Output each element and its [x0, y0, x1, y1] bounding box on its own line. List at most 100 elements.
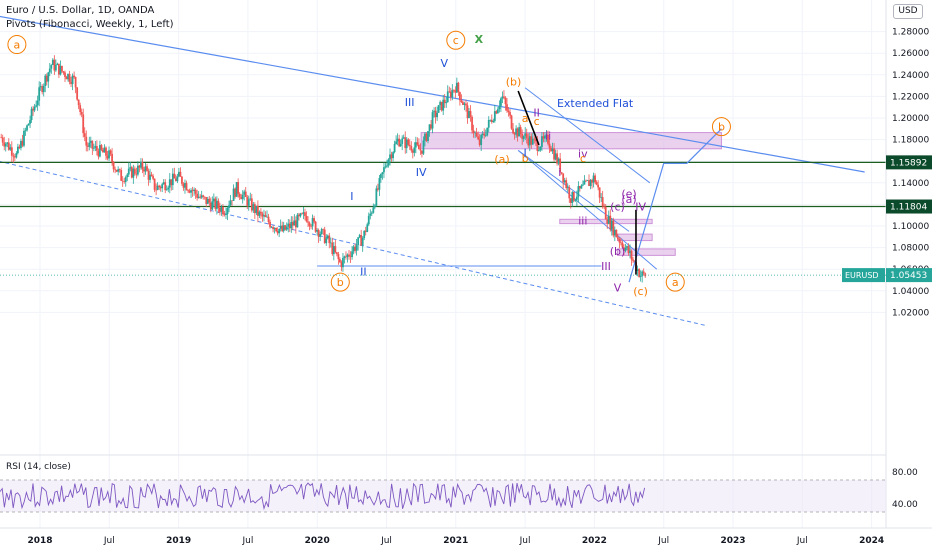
y-tick-label: 1.14000	[892, 179, 929, 189]
y-tick-label: 1.24000	[892, 71, 929, 81]
candle-body	[109, 150, 112, 154]
candle-body	[487, 119, 490, 128]
candle-body	[319, 234, 322, 237]
candle-body	[256, 205, 259, 216]
candle-body	[178, 171, 180, 177]
candle-body	[203, 196, 206, 198]
candle-body	[588, 180, 590, 187]
candle-body	[345, 256, 347, 258]
candle-body	[184, 182, 186, 188]
candle-body	[146, 166, 148, 171]
candle-body	[636, 269, 639, 271]
candle-body	[477, 136, 480, 140]
candle-body	[305, 216, 308, 222]
candle-body	[437, 105, 440, 113]
candle-body	[616, 237, 619, 239]
candle-body	[126, 174, 129, 178]
candle-body	[241, 194, 244, 200]
candle-body	[127, 168, 130, 175]
last-price-symbol: EURUSD	[845, 271, 879, 280]
candle-body	[64, 72, 66, 77]
candle-body	[433, 110, 435, 113]
candle-body	[217, 200, 220, 208]
candle-body	[44, 75, 47, 86]
candle-body	[307, 221, 309, 223]
candle-body	[147, 170, 150, 180]
candle-body	[124, 177, 127, 182]
candle-body	[103, 147, 106, 153]
candle-body	[363, 230, 366, 239]
candle-body	[536, 141, 539, 151]
x-tick-label: Jul	[519, 536, 531, 546]
candle-body	[291, 221, 294, 226]
candle-body	[531, 138, 534, 145]
candle-body	[522, 136, 525, 139]
candle-body	[199, 196, 202, 198]
candle-body	[623, 247, 625, 251]
candle-body	[310, 226, 312, 227]
candle-body	[255, 205, 258, 214]
candle-body	[323, 229, 326, 244]
candle-body	[451, 89, 454, 98]
symbol-title: Euro / U.S. Dollar, 1D, OANDA	[6, 5, 155, 16]
candle-body	[533, 138, 536, 140]
candle-body	[150, 174, 153, 177]
candle-body	[33, 106, 36, 111]
candle-body	[595, 182, 598, 185]
y-tick-label: 1.10000	[892, 222, 929, 232]
wave-label: IV	[416, 166, 427, 179]
candle-body	[287, 223, 290, 227]
candle-body	[3, 142, 6, 147]
candle-body	[190, 190, 192, 193]
wave-label: iv	[578, 148, 588, 161]
candle-body	[214, 198, 217, 209]
resistance-trendline	[0, 15, 865, 173]
candle-body	[370, 212, 373, 214]
wave-label-circle	[330, 272, 350, 292]
candle-body	[132, 168, 135, 178]
candle-body	[601, 197, 604, 207]
candle-body	[36, 100, 39, 106]
candle-body	[133, 168, 136, 174]
candle-body	[516, 128, 519, 137]
candle-body	[171, 173, 174, 186]
wave-label: X	[475, 33, 484, 46]
rsi-title: RSI (14, close)	[6, 462, 71, 472]
x-tick-label: 2024	[859, 536, 884, 546]
candle-body	[168, 179, 171, 188]
candle-body	[56, 63, 59, 65]
candle-body	[492, 120, 495, 123]
candle-body	[240, 197, 243, 200]
wave-label: (b)	[506, 75, 522, 88]
candle-body	[530, 136, 533, 145]
candle-body	[29, 120, 31, 124]
candle-body	[48, 68, 51, 73]
pivot-price-tag	[886, 155, 932, 170]
candle-body	[18, 146, 21, 149]
candle-body	[42, 85, 45, 93]
candle-body	[276, 231, 279, 234]
currency-selector[interactable]: USD	[893, 4, 923, 19]
last-price-symbol-tag	[842, 268, 885, 283]
candle-body	[629, 250, 631, 254]
candle-body	[129, 167, 132, 169]
wave-label: (c)	[633, 285, 648, 298]
candle-body	[468, 111, 470, 119]
candle-body	[386, 165, 388, 167]
candle-body	[626, 246, 628, 248]
candle-body	[496, 109, 499, 114]
candle-body	[41, 86, 44, 93]
candle-body	[612, 220, 615, 236]
candle-body	[500, 98, 502, 106]
candle-body	[381, 172, 384, 175]
x-tick-label: 2019	[166, 536, 191, 546]
candle-body	[320, 229, 323, 235]
candle-body	[610, 220, 613, 230]
candle-body	[332, 246, 335, 255]
candle-body	[10, 147, 13, 156]
candle-body	[348, 254, 350, 257]
candle-body	[209, 202, 212, 210]
candle-body	[404, 137, 407, 149]
